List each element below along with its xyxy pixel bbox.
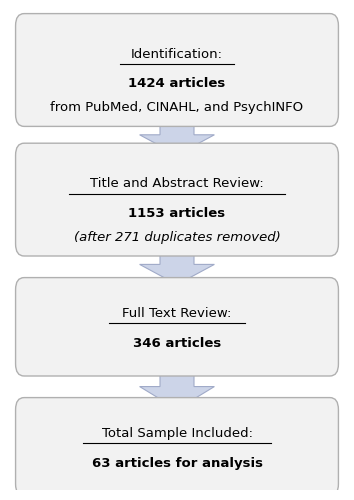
Text: Title and Abstract Review:: Title and Abstract Review: (90, 177, 264, 190)
Text: 346 articles: 346 articles (133, 336, 221, 349)
Text: 1424 articles: 1424 articles (129, 78, 225, 90)
Text: (after 271 duplicates removed): (after 271 duplicates removed) (74, 231, 280, 244)
FancyBboxPatch shape (16, 14, 338, 126)
Text: 1153 articles: 1153 articles (129, 207, 225, 220)
Polygon shape (139, 244, 215, 284)
Text: Identification:: Identification: (131, 48, 223, 60)
Text: from PubMed, CINAHL, and PsychINFO: from PubMed, CINAHL, and PsychINFO (50, 102, 304, 114)
Polygon shape (139, 364, 215, 410)
Polygon shape (139, 114, 215, 155)
FancyBboxPatch shape (16, 278, 338, 376)
Text: Total Sample Included:: Total Sample Included: (102, 427, 252, 440)
Text: Full Text Review:: Full Text Review: (122, 307, 232, 320)
FancyBboxPatch shape (16, 398, 338, 496)
FancyBboxPatch shape (16, 143, 338, 256)
Text: 63 articles for analysis: 63 articles for analysis (91, 456, 263, 469)
